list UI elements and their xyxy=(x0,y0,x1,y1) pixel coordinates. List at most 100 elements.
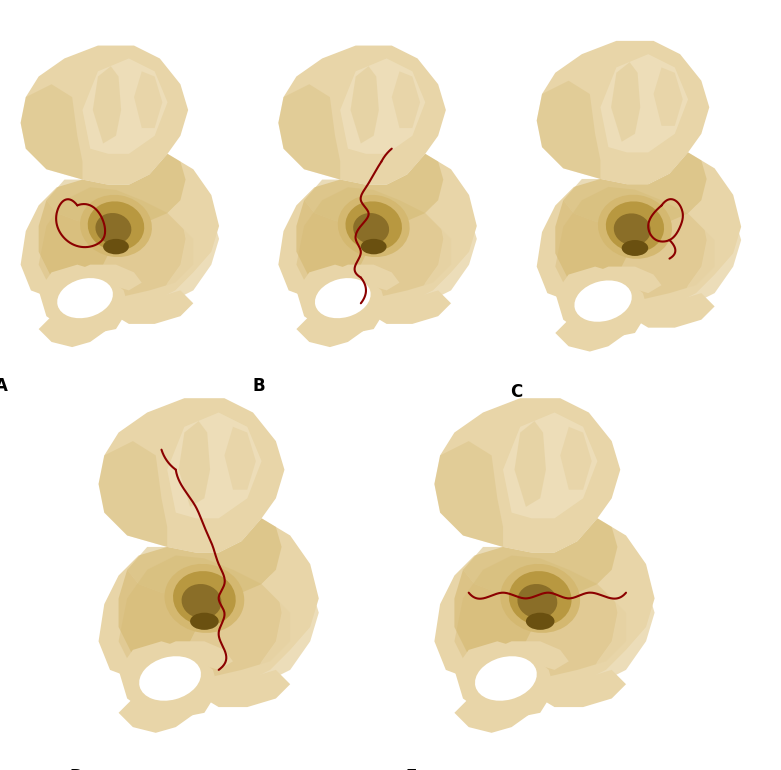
Polygon shape xyxy=(540,670,626,707)
Ellipse shape xyxy=(103,239,129,254)
Polygon shape xyxy=(83,59,168,154)
Polygon shape xyxy=(116,290,194,324)
Polygon shape xyxy=(205,670,291,707)
Polygon shape xyxy=(351,66,379,143)
Polygon shape xyxy=(341,59,425,154)
Polygon shape xyxy=(537,41,709,184)
Polygon shape xyxy=(455,570,540,670)
Polygon shape xyxy=(98,441,167,547)
Polygon shape xyxy=(455,555,626,678)
Polygon shape xyxy=(46,154,186,226)
Polygon shape xyxy=(127,518,282,598)
Polygon shape xyxy=(635,293,715,328)
Polygon shape xyxy=(589,570,654,685)
Ellipse shape xyxy=(190,613,219,630)
Polygon shape xyxy=(555,187,715,301)
Polygon shape xyxy=(93,66,121,143)
Polygon shape xyxy=(119,678,205,733)
Text: E: E xyxy=(406,768,417,770)
Polygon shape xyxy=(503,413,597,518)
Polygon shape xyxy=(39,265,129,334)
Text: B: B xyxy=(252,377,266,395)
Polygon shape xyxy=(463,518,618,598)
Polygon shape xyxy=(654,195,722,266)
Polygon shape xyxy=(455,641,555,718)
Ellipse shape xyxy=(87,202,144,250)
Polygon shape xyxy=(119,555,291,678)
Polygon shape xyxy=(373,290,451,324)
Ellipse shape xyxy=(57,278,113,318)
Polygon shape xyxy=(418,200,476,303)
Polygon shape xyxy=(20,84,83,179)
Polygon shape xyxy=(119,570,205,670)
Polygon shape xyxy=(253,570,319,685)
Polygon shape xyxy=(278,45,446,185)
Polygon shape xyxy=(39,298,116,347)
Polygon shape xyxy=(39,187,194,298)
Ellipse shape xyxy=(139,656,201,701)
Text: C: C xyxy=(510,383,522,401)
Polygon shape xyxy=(330,265,400,290)
Polygon shape xyxy=(98,518,319,690)
Polygon shape xyxy=(434,518,654,690)
Ellipse shape xyxy=(622,240,648,256)
Polygon shape xyxy=(72,265,142,290)
Polygon shape xyxy=(297,187,451,298)
Ellipse shape xyxy=(526,613,555,630)
Ellipse shape xyxy=(165,564,244,633)
Polygon shape xyxy=(392,195,458,265)
Ellipse shape xyxy=(517,584,558,618)
Ellipse shape xyxy=(173,571,236,626)
Polygon shape xyxy=(134,195,201,265)
Ellipse shape xyxy=(181,584,222,618)
Polygon shape xyxy=(304,154,444,226)
Polygon shape xyxy=(654,68,683,126)
Ellipse shape xyxy=(315,278,371,318)
Polygon shape xyxy=(434,441,503,547)
Ellipse shape xyxy=(574,280,632,322)
Polygon shape xyxy=(297,298,373,347)
Ellipse shape xyxy=(361,239,387,254)
Polygon shape xyxy=(119,641,219,718)
Polygon shape xyxy=(434,398,620,553)
Ellipse shape xyxy=(80,195,152,257)
Polygon shape xyxy=(20,45,188,185)
Polygon shape xyxy=(39,200,116,290)
Polygon shape xyxy=(278,154,476,309)
Polygon shape xyxy=(515,421,546,507)
Polygon shape xyxy=(563,152,707,226)
Ellipse shape xyxy=(614,213,651,246)
Polygon shape xyxy=(560,564,635,641)
Polygon shape xyxy=(491,641,569,670)
Polygon shape xyxy=(392,72,420,128)
Polygon shape xyxy=(224,564,299,641)
Polygon shape xyxy=(179,421,210,507)
Polygon shape xyxy=(455,678,540,733)
Ellipse shape xyxy=(598,195,672,259)
Ellipse shape xyxy=(606,202,664,252)
Ellipse shape xyxy=(337,195,410,257)
Polygon shape xyxy=(590,266,662,293)
Polygon shape xyxy=(680,200,741,306)
Polygon shape xyxy=(537,81,601,179)
Polygon shape xyxy=(601,54,688,152)
Polygon shape xyxy=(297,265,387,334)
Polygon shape xyxy=(297,200,373,290)
Polygon shape xyxy=(555,301,635,352)
Polygon shape xyxy=(278,84,341,179)
Polygon shape xyxy=(160,200,219,303)
Polygon shape xyxy=(611,62,640,142)
Text: A: A xyxy=(0,377,8,395)
Ellipse shape xyxy=(475,656,537,701)
Text: D: D xyxy=(70,768,84,770)
Polygon shape xyxy=(98,398,284,553)
Ellipse shape xyxy=(353,213,389,244)
Polygon shape xyxy=(560,427,592,490)
Polygon shape xyxy=(555,266,648,338)
Polygon shape xyxy=(167,413,262,518)
Polygon shape xyxy=(555,200,635,293)
Ellipse shape xyxy=(501,564,580,633)
Ellipse shape xyxy=(509,571,572,626)
Polygon shape xyxy=(537,152,741,312)
Polygon shape xyxy=(20,154,219,309)
